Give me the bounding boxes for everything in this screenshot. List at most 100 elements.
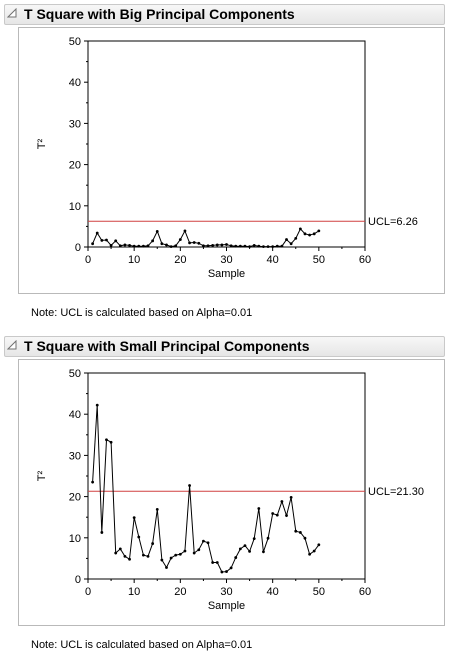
x-tick-label: 60: [359, 254, 371, 266]
data-point: [271, 245, 275, 248]
data-point: [128, 557, 131, 561]
data-point: [215, 561, 219, 564]
data-point: [262, 245, 265, 248]
data-point: [197, 548, 201, 552]
data-point: [132, 516, 136, 520]
ucl-note: Note: UCL is calculated based on Alpha=0…: [31, 307, 253, 319]
t-square-chart-small-pc: 0 10 20 30 40 50 0 10 20 30 40 50 60 Sample T² UCL=21.3…: [36, 368, 424, 612]
data-point: [248, 549, 251, 553]
y-tick-label: 50: [69, 368, 81, 380]
data-point: [169, 556, 173, 560]
x-tick-label: 30: [220, 254, 232, 266]
y-tick-label: 0: [75, 574, 81, 586]
y-tick-label: 20: [69, 160, 81, 172]
data-point: [174, 244, 178, 248]
data-point: [95, 231, 99, 235]
x-tick-label: 60: [359, 586, 371, 598]
data-point: [298, 227, 302, 231]
data-point: [192, 241, 196, 244]
data-point: [178, 238, 182, 241]
data-point: [192, 551, 196, 555]
chart-panel: 0 10 20 30 40 50 0 10 20 30 40 50 60 Sample T² UCL=21.3…: [18, 359, 445, 626]
data-point: [137, 244, 141, 248]
data-point: [174, 553, 178, 557]
data-point: [234, 244, 238, 248]
data-point: [165, 243, 168, 247]
y-tick-label: 30: [69, 118, 81, 130]
data-point: [151, 239, 155, 243]
data-point: [105, 238, 108, 242]
chart-panel: 0 10 20 30 40 50 0 10 20 30 40 50 60 Sample T² UCL=6.26: [18, 27, 445, 294]
data-point: [137, 535, 141, 539]
outline-header-big-pc[interactable]: T Square with Big Principal Components: [4, 4, 445, 25]
outline-header-small-pc[interactable]: T Square with Small Principal Components: [4, 336, 445, 357]
data-point: [225, 243, 228, 246]
data-point: [238, 244, 242, 248]
data-point: [211, 243, 215, 247]
data-point: [266, 536, 270, 540]
data-point: [206, 541, 210, 545]
t-square-chart-big-pc: 0 10 20 30 40 50 0 10 20 30 40 50 60 Sample T² UCL=6.26: [36, 36, 418, 280]
disclosure-triangle-icon[interactable]: [7, 8, 17, 18]
data-point: [105, 438, 108, 442]
x-tick-label: 40: [267, 586, 279, 598]
data-point: [160, 242, 164, 246]
x-tick-label: 0: [85, 254, 91, 266]
series-line: [92, 405, 320, 573]
data-point: [280, 500, 284, 503]
x-tick-label: 20: [174, 586, 186, 598]
data-point: [123, 243, 127, 247]
ucl-label: UCL=21.30: [368, 486, 424, 498]
data-point: [266, 245, 270, 248]
data-point: [211, 561, 215, 564]
data-point: [308, 233, 311, 237]
data-point: [128, 243, 131, 247]
y-tick-label: 10: [69, 201, 81, 213]
data-point: [275, 513, 279, 517]
data-point: [312, 549, 316, 553]
data-point: [146, 244, 150, 248]
data-point: [178, 552, 182, 556]
data-point: [114, 239, 118, 243]
data-point: [95, 403, 99, 407]
x-tick-label: 10: [128, 586, 140, 598]
data-point: [243, 244, 247, 248]
data-point: [257, 244, 261, 248]
data-point: [197, 241, 201, 245]
data-point: [262, 550, 265, 554]
data-point: [285, 238, 288, 241]
data-point: [188, 241, 191, 245]
data-point: [202, 539, 205, 543]
disclosure-triangle-icon[interactable]: [7, 340, 17, 350]
data-point: [303, 536, 307, 540]
y-tick-label: 10: [69, 533, 81, 545]
data-point: [206, 244, 210, 248]
data-point: [289, 242, 293, 246]
data-point: [234, 556, 238, 559]
data-point: [285, 514, 288, 517]
data-point: [151, 542, 155, 545]
y-axis-label: T²: [36, 470, 48, 481]
data-point: [317, 229, 321, 233]
data-point: [280, 244, 284, 248]
data-point: [308, 552, 311, 556]
data-point: [146, 554, 150, 558]
data-point: [275, 244, 279, 248]
data-point: [109, 243, 113, 247]
y-tick-label: 40: [69, 77, 81, 89]
data-point: [215, 243, 219, 247]
ucl-label: UCL=6.26: [368, 216, 418, 228]
data-point: [160, 558, 164, 562]
data-point: [165, 566, 168, 569]
report-section-big-pc: T Square with Big Principal Components 0…: [4, 4, 445, 319]
data-point: [312, 232, 316, 236]
data-point: [229, 244, 233, 248]
x-tick-label: 30: [220, 586, 232, 598]
ucl-note: Note: UCL is calculated based on Alpha=0…: [31, 639, 253, 651]
y-tick-label: 50: [69, 36, 81, 48]
data-point: [114, 551, 118, 555]
data-point: [100, 531, 104, 534]
data-point: [142, 244, 145, 248]
data-point: [289, 496, 293, 499]
data-point: [123, 554, 127, 558]
